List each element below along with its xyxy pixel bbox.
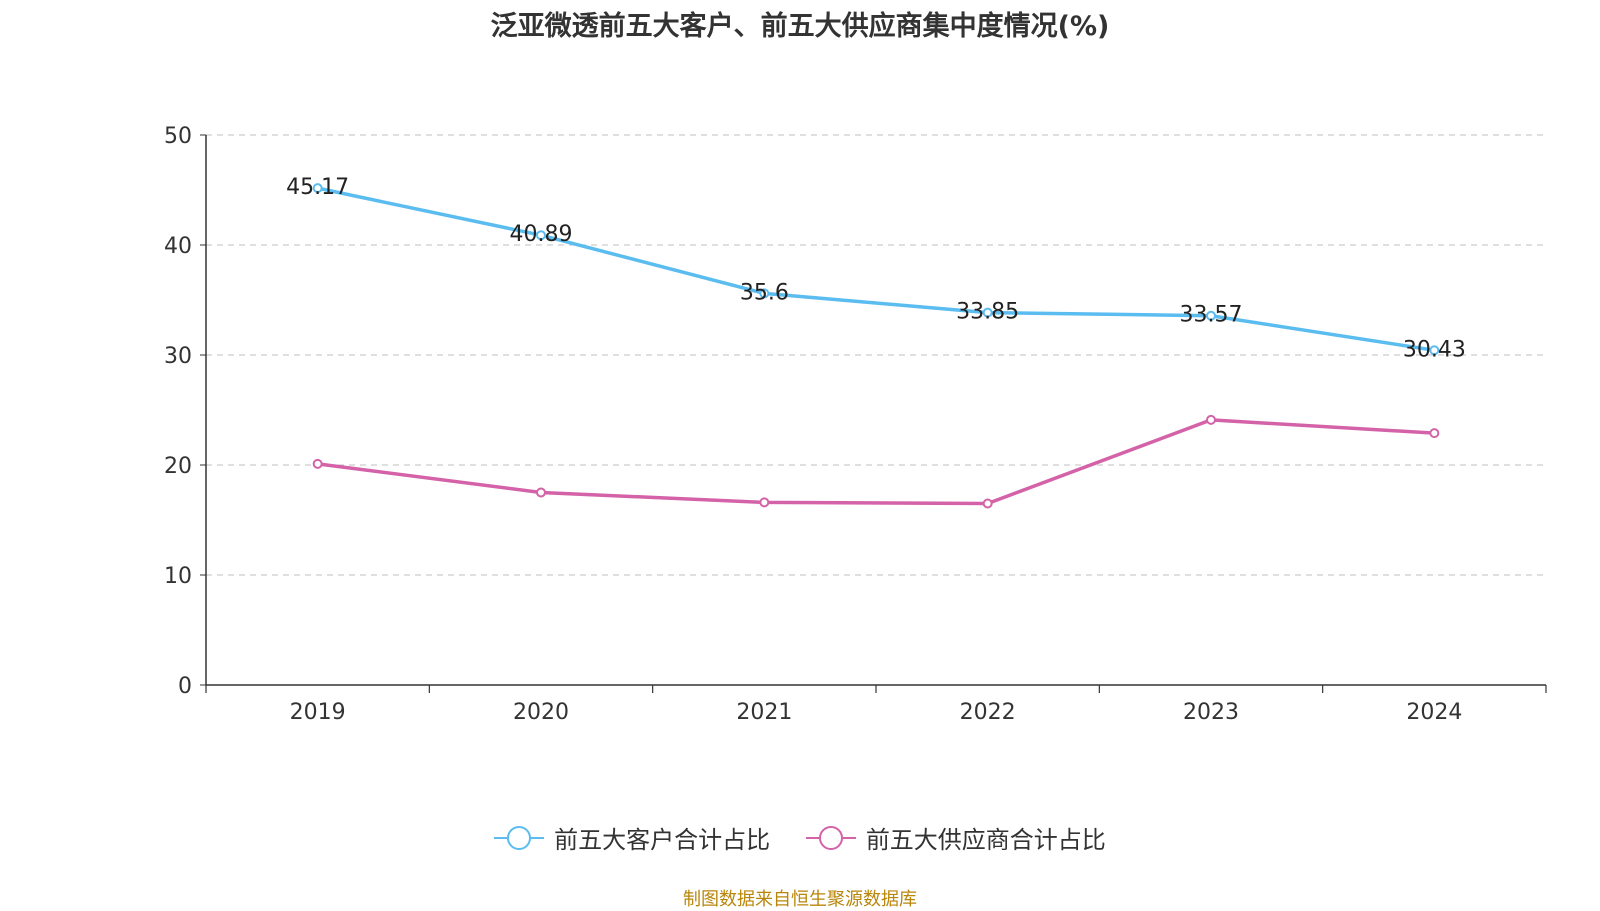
legend-item-customers[interactable]: 前五大客户合计占比	[494, 820, 770, 855]
data-point-s1-2020	[536, 487, 546, 498]
data-label-s0-2024: 30.43	[1403, 337, 1466, 362]
x-tick-label-2019: 2019	[290, 700, 346, 725]
data-label-s0-2023: 33.57	[1180, 303, 1243, 328]
y-tick-label-40: 40	[164, 234, 192, 259]
legend-label-suppliers: 前五大供应商合计占比	[865, 826, 1106, 854]
data-point-s1-2024	[1429, 428, 1440, 439]
data-label-s0-2022: 33.85	[956, 300, 1019, 325]
legend-suppliers-icon	[805, 825, 856, 850]
x-tick-label-2024: 2024	[1406, 700, 1462, 725]
data-point-s0-2023	[1206, 310, 1216, 321]
data-point-s0-2020	[536, 230, 546, 241]
data-point-s0-2019	[312, 183, 323, 194]
y-tick-label-20: 20	[164, 454, 192, 479]
data-point-s1-2019	[312, 458, 323, 469]
legend-label-customers: 前五大客户合计占比	[554, 826, 771, 854]
legend-item-suppliers[interactable]: 前五大供应商合计占比	[805, 820, 1106, 855]
data-point-s1-2023	[1206, 414, 1216, 425]
y-tick-label-0: 0	[178, 674, 192, 699]
x-tick-label-2021: 2021	[736, 700, 792, 725]
x-tick-label-2023: 2023	[1183, 700, 1239, 725]
chart-title: 泛亚微透前五大客户、前五大供应商集中度情况(%)	[490, 11, 1110, 42]
y-tick-label-10: 10	[164, 564, 192, 589]
x-tick-label-2022: 2022	[960, 700, 1016, 725]
data-point-s0-2021	[759, 288, 770, 299]
line-chart: 0 10 20 30 40 50 2019 2020 2021 2022 2023 2024 45.17…	[164, 124, 1547, 725]
data-point-s1-2022	[982, 498, 993, 509]
y-tick-label-30: 30	[164, 344, 192, 369]
data-label-s0-2021: 35.6	[740, 280, 789, 305]
legend-customers-icon	[494, 825, 545, 850]
data-point-s1-2021	[759, 497, 770, 508]
x-tick-label-2020: 2020	[513, 700, 569, 725]
series-line-1	[315, 418, 1437, 506]
legend: 前五大客户合计占比 前五大供应商合计占比	[0, 820, 1600, 856]
data-label-s0-2019: 45.17	[286, 175, 349, 200]
data-point-s0-2022	[982, 307, 993, 318]
data-point-s0-2024	[1429, 345, 1440, 356]
source-note: 制图数据来自恒生聚源数据库	[683, 889, 917, 910]
data-label-s0-2020: 40.89	[510, 222, 573, 247]
y-tick-label-50: 50	[164, 124, 192, 149]
series-line-0	[315, 186, 1437, 353]
